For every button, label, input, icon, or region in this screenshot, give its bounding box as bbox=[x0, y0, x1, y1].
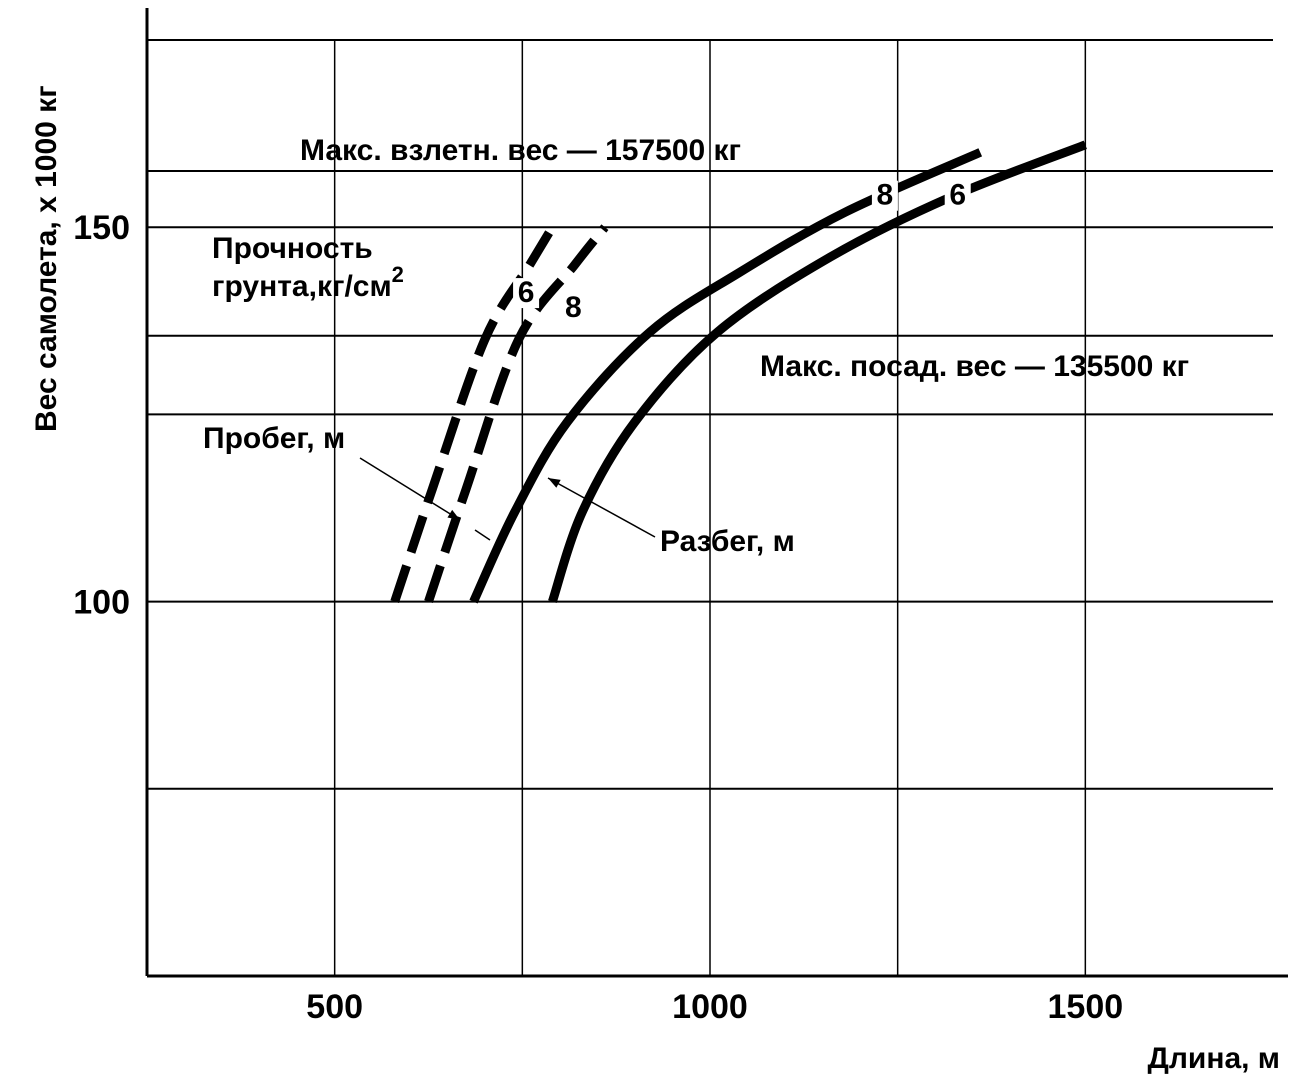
curve-number-label: 6 bbox=[949, 179, 966, 212]
max-takeoff-weight-label: Макс. взлетн. вес — 157500 кг bbox=[300, 134, 741, 167]
curve-label-background bbox=[513, 278, 540, 309]
landing-run-pointer-head bbox=[447, 509, 460, 520]
takeoff-run-pointer bbox=[547, 477, 656, 538]
takeoff-run-label: Разбег, м bbox=[660, 525, 795, 558]
grid bbox=[147, 39, 1273, 976]
curve-number-labels: 6 88 6 bbox=[513, 179, 971, 324]
curve-number-label: 6 bbox=[518, 276, 535, 309]
pointer-stub bbox=[474, 529, 491, 541]
curve-number-label: 8 bbox=[877, 179, 894, 212]
y-tick-label: 150 bbox=[73, 209, 130, 247]
curve-number-label: 8 bbox=[565, 291, 582, 324]
landing-run-label: Пробег, м bbox=[203, 422, 345, 455]
pointer-arrows bbox=[359, 457, 656, 541]
y-axis-label: Вес самолета, х 1000 кг bbox=[30, 85, 63, 432]
landing-run-pointer bbox=[359, 457, 461, 521]
soil-strength-label-line2: грунта,кг/см2 bbox=[212, 262, 404, 303]
series-line-landing-6 bbox=[390, 224, 557, 604]
x-tick-label: 500 bbox=[306, 988, 363, 1026]
max-landing-weight-label: Макс. посад. вес — 135500 кг bbox=[760, 350, 1189, 383]
curves bbox=[390, 140, 1087, 604]
series-line-takeoff-8 bbox=[469, 148, 983, 604]
takeoff-run-pointer-head bbox=[548, 478, 561, 488]
soil-strength-superscript: 2 bbox=[392, 262, 404, 287]
soil-strength-units: грунта,кг/см bbox=[212, 270, 392, 303]
soil-strength-label-line1: Прочность bbox=[212, 232, 373, 265]
x-axis-label: Длина, м bbox=[1147, 1042, 1280, 1075]
y-tick-label: 100 bbox=[73, 584, 130, 622]
curve-label-background bbox=[560, 293, 587, 324]
axes bbox=[145, 8, 1288, 978]
x-tick-label: 1000 bbox=[672, 988, 748, 1026]
x-tick-label: 1500 bbox=[1048, 988, 1124, 1026]
series-line-landing-8 bbox=[424, 224, 609, 604]
curve-label-background bbox=[944, 180, 971, 211]
tick-labels: 500 1000 1500 100 150 bbox=[73, 209, 1123, 1026]
curve-label-background bbox=[871, 180, 898, 211]
